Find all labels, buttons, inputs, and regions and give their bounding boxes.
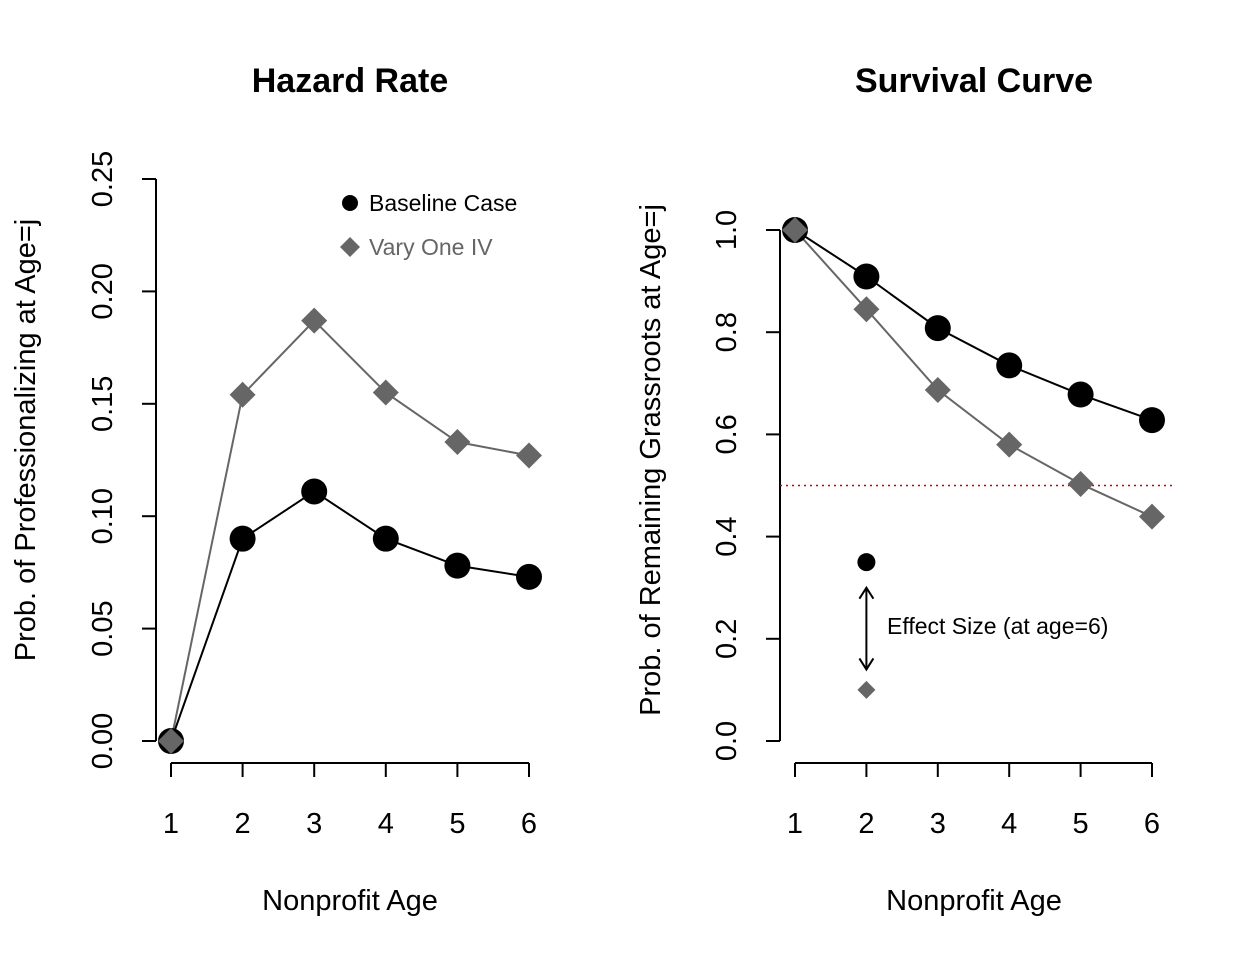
survival-point-vary	[853, 296, 880, 323]
hazard-x-tick-label: 1	[163, 808, 179, 840]
survival-series-markers	[782, 217, 1165, 530]
survival-point-vary	[924, 376, 951, 403]
hazard-point-vary	[516, 442, 542, 469]
hazard-point-baseline	[229, 525, 256, 552]
legend-baseline-marker	[342, 195, 358, 211]
hazard-x-tick-label: 4	[378, 808, 394, 840]
survival-line-vary	[794, 229, 1153, 518]
effect-size-vary-marker	[857, 680, 876, 699]
effect-size-baseline-marker	[857, 553, 876, 572]
survival-x-tick-label: 3	[930, 808, 946, 840]
hazard-line-vary	[170, 319, 530, 742]
survival-x-tick-label: 2	[858, 808, 874, 840]
hazard-y-tick-label: 0.15	[87, 376, 119, 432]
hazard-y-tick-label: 0.20	[87, 263, 119, 319]
survival-x-tick-label: 4	[1001, 808, 1017, 840]
effect-size-arrow-head-up	[858, 585, 875, 600]
hazard-point-vary	[301, 307, 328, 334]
survival-point-vary	[996, 431, 1023, 458]
effect-size-label: Effect Size (at age=6)	[887, 613, 1108, 639]
hazard-x-tick-label: 3	[306, 808, 322, 840]
hazard-point-vary	[158, 728, 184, 754]
survival-axes: 0.0 0.2 0.4 0.6 0.8 1.0 1 2 3 4 5 6	[711, 210, 1160, 840]
legend-vary-marker	[340, 237, 360, 257]
hazard-point-vary	[229, 381, 256, 408]
hazard-y-tick-label: 0.10	[87, 488, 119, 544]
hazard-point-baseline	[444, 552, 471, 579]
survival-series-lines	[794, 229, 1153, 518]
survival-point-vary	[1139, 503, 1165, 530]
hazard-point-vary	[372, 379, 399, 406]
survival-x-tick-label: 6	[1144, 808, 1160, 840]
legend-baseline-label: Baseline Case	[369, 190, 517, 216]
hazard-xlabel: Nonprofit Age	[262, 885, 438, 917]
survival-y-tick-label: 0.0	[711, 721, 743, 761]
hazard-title: Hazard Rate	[252, 62, 449, 100]
hazard-y-tick-label: 0.25	[87, 151, 119, 207]
legend-vary-label: Vary One IV	[369, 234, 493, 260]
survival-point-vary	[1067, 470, 1094, 497]
survival-y-tick-label: 0.8	[711, 312, 743, 352]
hazard-x-tick-label: 5	[449, 808, 465, 840]
hazard-series-lines	[170, 319, 530, 742]
survival-y-tick-label: 0.4	[711, 516, 743, 556]
hazard-point-baseline	[516, 563, 542, 590]
survival-point-baseline	[1067, 381, 1094, 408]
hazard-x-tick-label: 6	[521, 808, 537, 840]
hazard-x-tick-label: 2	[235, 808, 251, 840]
hazard-y-tick-label: 0.05	[87, 600, 119, 656]
hazard-line-baseline	[170, 490, 530, 742]
survival-y-tick-label: 0.2	[711, 619, 743, 659]
survival-point-baseline	[924, 315, 951, 342]
hazard-series-markers	[158, 307, 542, 754]
survival-ylabel: Prob. of Remaining Grassroots at Age=j	[635, 204, 667, 716]
survival-panel: Survival Curve Nonprofit Age Prob. of Re…	[635, 62, 1172, 917]
survival-y-tick-label: 0.6	[711, 414, 743, 454]
hazard-legend: Baseline Case Vary One IV	[340, 190, 517, 260]
effect-size-annotation: Effect Size (at age=6)	[857, 553, 1108, 699]
survival-title: Survival Curve	[855, 62, 1093, 100]
survival-point-vary	[782, 217, 808, 243]
hazard-y-tick-label: 0.00	[87, 713, 119, 769]
hazard-point-baseline	[301, 478, 328, 505]
hazard-point-vary	[444, 429, 471, 456]
survival-point-baseline	[1139, 407, 1165, 434]
hazard-panel: Hazard Rate Nonprofit Age Prob. of Profe…	[10, 62, 542, 917]
survival-point-baseline	[996, 352, 1023, 379]
survival-x-tick-label: 5	[1073, 808, 1089, 840]
survival-line-baseline	[794, 229, 1153, 422]
survival-y-tick-label: 1.0	[711, 210, 743, 250]
hazard-point-baseline	[372, 525, 399, 552]
hazard-ylabel: Prob. of Professionalizing at Age=j	[10, 219, 42, 662]
survival-xlabel: Nonprofit Age	[886, 885, 1062, 917]
hazard-axes: 0.00 0.05 0.10 0.15 0.20 0.25 1 2 3 4 5 6	[87, 151, 537, 840]
survival-x-tick-label: 1	[787, 808, 803, 840]
survival-point-baseline	[853, 263, 880, 290]
effect-size-arrow-head-down	[858, 657, 875, 672]
